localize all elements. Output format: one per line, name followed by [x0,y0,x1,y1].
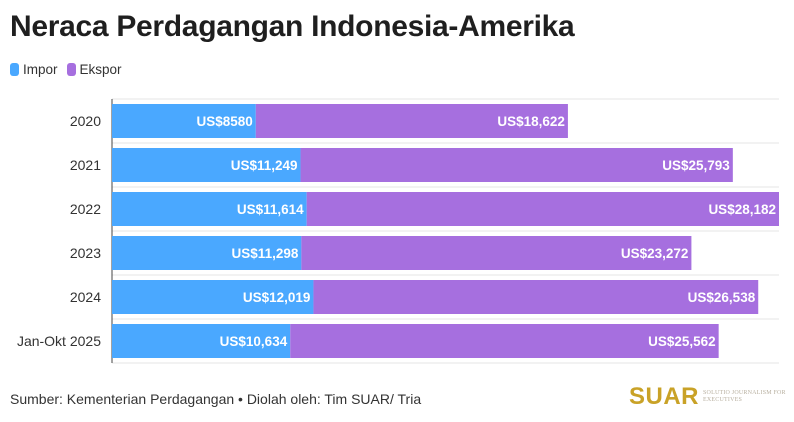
bar-ekspor [306,192,779,226]
legend-label-impor: Impor [23,61,58,77]
category-label: 2022 [70,201,101,217]
bar-impor [112,324,291,358]
category-label: Jan-Okt 2025 [17,333,101,349]
bar-impor [112,104,256,138]
logo-tagline: Solutio Journalism for Executives [703,390,786,403]
data-label-impor: US$11,298 [232,246,299,261]
category-label: 2024 [70,289,101,305]
data-label-impor: US$12,019 [243,290,311,305]
data-label-impor: US$10,634 [220,334,288,349]
category-label: 2021 [70,157,101,173]
bar-ekspor [290,324,719,358]
bar-impor [112,148,301,182]
logo-wordmark: SUAR [629,383,700,410]
legend: Impor Ekspor [10,61,122,77]
bar-impor [112,280,314,314]
bar-ekspor [255,104,568,138]
legend-swatch-ekspor [66,62,76,76]
stacked-bar-chart: 2020 US$8580 US$18,622 2021 US$11,249 US$25,7… [17,98,779,364]
bar-impor [112,192,307,226]
bar-impor [112,236,302,270]
data-label-ekspor: US$26,538 [688,290,756,305]
source-note: Sumber: Kementerian Perdagangan • Diolah… [10,391,422,407]
suar-logo: SUAR Solutio Journalism for Executives [629,383,794,411]
bar-ekspor [301,236,692,270]
category-label: 2020 [70,113,101,129]
category-label: 2023 [70,245,101,261]
data-label-impor: US$8580 [197,114,253,129]
data-label-impor: US$11,614 [237,202,304,217]
legend-swatch-impor [10,62,19,76]
chart-title: Neraca Perdagangan Indonesia-Amerika [10,10,575,43]
data-label-impor: US$11,249 [231,158,298,173]
legend-item-impor: Impor [10,62,58,77]
legend-item-ekspor: Ekspor [66,61,122,77]
legend-label-ekspor: Ekspor [79,61,122,77]
data-label-ekspor: US$23,272 [621,246,689,261]
data-label-ekspor: US$18,622 [497,114,565,129]
bar-ekspor [300,148,733,182]
bar-ekspor [313,280,759,314]
data-label-ekspor: US$28,182 [708,202,776,217]
data-label-ekspor: US$25,793 [662,158,730,173]
data-label-ekspor: US$25,562 [648,334,716,349]
